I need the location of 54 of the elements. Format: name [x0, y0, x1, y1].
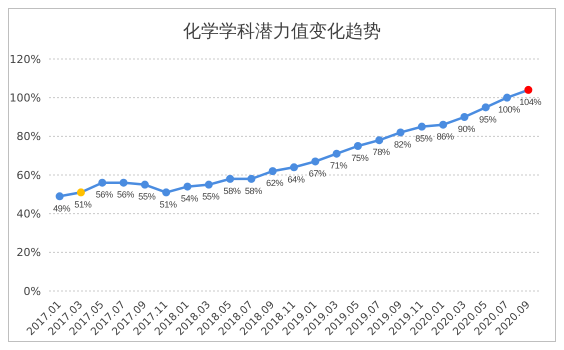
data-label: 78% [372, 147, 390, 158]
y-tick-label: 120% [10, 52, 41, 66]
point [396, 128, 405, 136]
point [503, 94, 512, 102]
data-label: 71% [330, 160, 348, 171]
point [204, 180, 213, 189]
data-label: 100% [498, 104, 520, 115]
data-label: 85% [415, 134, 433, 144]
data-label: 58% [224, 186, 241, 196]
data-label: 54% [180, 194, 198, 204]
data-label: 64% [287, 174, 305, 184]
point [375, 136, 384, 144]
data-label: 55% [138, 192, 156, 202]
data-label: 75% [351, 153, 369, 163]
data-label: 86% [436, 132, 454, 142]
point [354, 142, 362, 150]
y-tick-label: 80% [16, 130, 41, 144]
y-tick-label: 60% [16, 168, 41, 182]
point [268, 167, 277, 176]
point [183, 182, 192, 191]
y-tick-label: 40% [16, 208, 41, 221]
point [140, 180, 149, 189]
data-label: 62% [266, 178, 284, 188]
point [247, 174, 256, 183]
data-label: 49% [53, 203, 70, 214]
data-label: 56% [96, 190, 114, 200]
data-label: 55% [202, 192, 220, 202]
data-label: 104% [519, 96, 542, 107]
point [120, 178, 128, 187]
point [76, 188, 85, 196]
point [524, 86, 532, 94]
data-label: 82% [394, 139, 412, 150]
point [482, 103, 490, 112]
point [98, 178, 106, 187]
point [418, 122, 426, 131]
point [332, 150, 341, 158]
y-tick-label: 100% [10, 92, 41, 105]
point [290, 163, 298, 172]
data-label: 67% [308, 168, 326, 178]
point [460, 113, 468, 121]
point [226, 174, 234, 183]
data-label: 51% [74, 199, 92, 210]
data-label: 51% [160, 199, 178, 210]
data-label: 58% [244, 186, 262, 196]
y-tick-label: 20% [16, 246, 41, 260]
point [439, 120, 448, 129]
point [311, 157, 320, 166]
y-tick-label: 0% [24, 284, 41, 298]
data-label: 90% [458, 124, 476, 134]
point [56, 192, 64, 200]
chart-title: 化学学科潜力值变化趋势 [182, 20, 382, 44]
data-label: 56% [117, 190, 134, 200]
point [162, 188, 170, 196]
data-label: 95% [479, 114, 497, 124]
